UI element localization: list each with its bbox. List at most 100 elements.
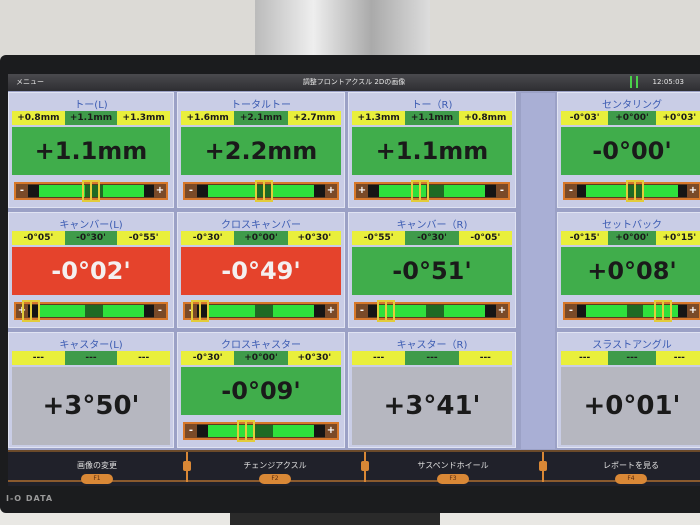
gauge-marker (625, 180, 644, 202)
panel-title: キャンバー（R) (396, 220, 468, 231)
gauge-right-sign: - (154, 304, 166, 318)
gauge-limit-left (197, 185, 208, 197)
deviation-gauge: - + (183, 420, 339, 442)
footer-line (8, 480, 700, 482)
panel-title: トータルトー (231, 100, 291, 111)
gauge-right-sign: + (325, 424, 337, 438)
network-icon (630, 76, 638, 88)
tolerance-range: --- --- --- (561, 351, 700, 365)
measured-value: -0°51' (352, 247, 512, 295)
function-key-label: チェンジアクスル (243, 461, 307, 470)
range-target: +0°00' (234, 351, 288, 365)
gauge-marker (255, 180, 274, 202)
tolerance-range: --- --- --- (352, 351, 512, 365)
gauge-target-zone (425, 185, 445, 197)
measurement-panel: スラストアングル --- --- --- +0°01' (557, 332, 700, 448)
gauge-right-sign: + (154, 184, 166, 198)
function-key-label: レポートを見る (603, 461, 659, 470)
range-max: +0°30' (287, 231, 341, 245)
range-min: -0°30' (181, 351, 235, 365)
gauge-marker (377, 300, 396, 322)
tolerance-range: -0°30' +0°00' +0°30' (181, 231, 341, 245)
range-min: +0.8mm (12, 111, 65, 125)
gauge-limit-right (314, 425, 325, 437)
gauge-target-zone (254, 305, 274, 317)
gauge-marker (22, 300, 40, 322)
deviation-gauge: - + (354, 300, 510, 322)
gauge-limit-left (577, 305, 587, 317)
range-min: -0°30' (181, 231, 235, 245)
measurement-panel: キャスター（R) --- --- --- +3°41' (348, 332, 516, 448)
measurement-panel: クロスキャスター -0°30' +0°00' +0°30' -0°09' - + (177, 332, 345, 448)
measurement-panel: センタリング -0°03' +0°00' +0°03' -0°00' - + (557, 92, 700, 208)
alignment-lift-pole (255, 0, 430, 60)
measured-value: -0°00' (561, 127, 700, 175)
range-target: +1.1mm (64, 111, 118, 125)
tolerance-range: -0°30' +0°00' +0°30' (181, 351, 341, 365)
measured-value: +0°08' (561, 247, 700, 295)
monitor-stand (230, 513, 440, 525)
gauge-limit-left (28, 185, 39, 197)
deviation-gauge: + - (354, 180, 510, 202)
function-key-f4[interactable]: レポートを見る F4 (546, 452, 700, 486)
gauge-limit-right (314, 305, 325, 317)
range-max: -0°55' (117, 231, 171, 245)
function-key-bar: 画像の変更 F1 チェンジアクスル F2 サスペンドホイール F3 レポートを見る F4 (8, 450, 700, 486)
menu-button[interactable]: メニュー (16, 78, 44, 86)
range-target: -0°30' (405, 231, 459, 245)
function-key-f2[interactable]: チェンジアクスル F2 (190, 452, 360, 486)
gauge-marker (82, 180, 100, 202)
function-key-f3[interactable]: サスペンドホイール F3 (368, 452, 538, 486)
footer-separator (183, 452, 191, 482)
panel-title: キャンバー(L) (59, 220, 123, 231)
tolerance-range: +0.8mm +1.1mm +1.3mm (12, 111, 171, 125)
tolerance-range: -0°55' -0°30' -0°05' (352, 231, 512, 245)
range-min: --- (12, 351, 65, 365)
range-max: --- (117, 351, 171, 365)
range-max: --- (458, 351, 512, 365)
monitor-brand-logo: I-O DATA (6, 494, 54, 503)
gauge-right-sign: - (496, 184, 508, 198)
gauge-left-sign: - (185, 304, 197, 318)
function-key-label: サスペンドホイール (417, 461, 489, 470)
gauge-limit-right (485, 185, 496, 197)
function-key-f1[interactable]: 画像の変更 F1 (12, 452, 182, 486)
measured-value: -0°49' (181, 247, 341, 295)
measured-value: -0°09' (181, 367, 341, 415)
function-key-badge: F1 (81, 474, 113, 484)
gauge-target-zone (626, 305, 643, 317)
deviation-gauge: + - (14, 300, 168, 322)
measurement-panel: キャンバー（R) -0°55' -0°30' -0°05' -0°51' - + (348, 212, 516, 328)
range-target: +0°00' (608, 231, 656, 245)
range-max: +0°03' (655, 111, 700, 125)
gauge-limit-right (143, 185, 154, 197)
gauge-limit-left (197, 305, 208, 317)
range-target: --- (64, 351, 118, 365)
range-max: +0.8mm (458, 111, 512, 125)
measurement-panel: トー(L) +0.8mm +1.1mm +1.3mm +1.1mm - + (8, 92, 174, 208)
gauge-target-zone (254, 425, 274, 437)
range-min: -0°55' (352, 231, 406, 245)
function-key-badge: F2 (259, 474, 291, 484)
deviation-gauge: - + (183, 300, 339, 322)
divider-column (521, 93, 555, 449)
range-max: +0°15' (655, 231, 700, 245)
range-min: --- (561, 351, 609, 365)
tolerance-range: -0°03' +0°00' +0°03' (561, 111, 700, 125)
gauge-limit-left (28, 305, 39, 317)
measured-value: +0°01' (561, 367, 700, 445)
measured-value: -0°02' (12, 247, 170, 295)
gauge-limit-right (677, 305, 687, 317)
measured-value: +2.2mm (181, 127, 341, 175)
gauge-marker (236, 420, 255, 442)
gauge-left-sign: - (565, 304, 577, 318)
deviation-gauge: - + (563, 300, 700, 322)
window-title: 調整フロントアクスル 2Dの画像 (302, 78, 406, 86)
gauge-right-sign: + (687, 304, 699, 318)
gauge-limit-left (197, 425, 208, 437)
function-key-label: 画像の変更 (77, 461, 117, 470)
gauge-target-zone (85, 305, 103, 317)
panel-title: セットバック (602, 220, 662, 231)
range-max: -0°05' (458, 231, 512, 245)
panel-title: センタリング (602, 100, 662, 111)
